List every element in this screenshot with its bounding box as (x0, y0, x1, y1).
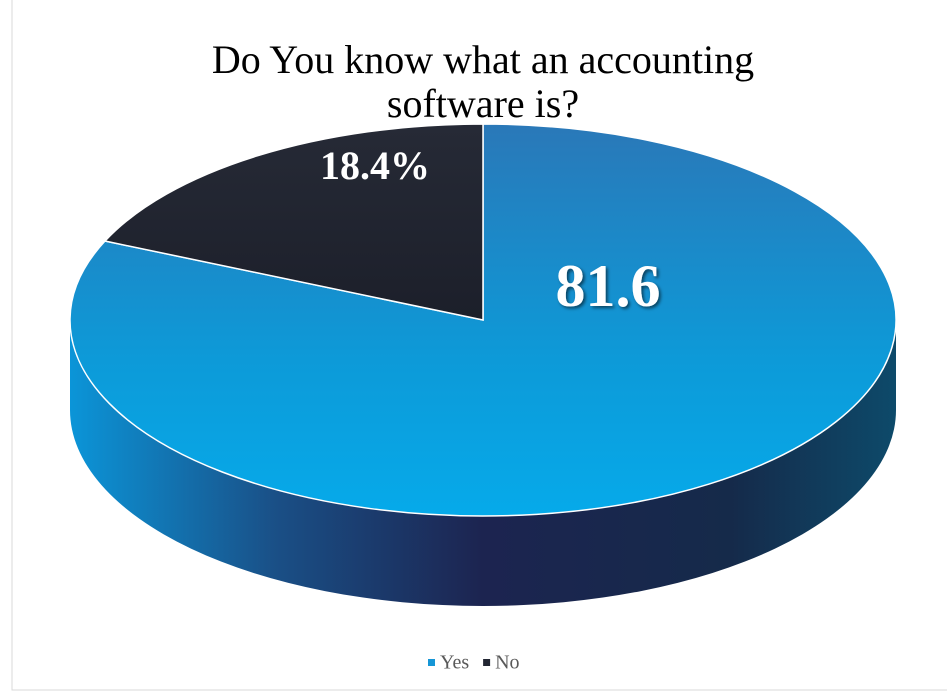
legend-swatch (483, 659, 491, 666)
data-label: 81.6 (556, 253, 661, 319)
legend-label: Yes (440, 652, 469, 674)
chart-border (11, 0, 947, 691)
pie-slice (103, 123, 484, 321)
legend-swatch (428, 659, 435, 666)
pie-side (70, 320, 896, 606)
data-label: 18.4% (320, 143, 430, 188)
legend-label: No (495, 652, 519, 674)
chart-title: Do You know what an accounting software … (211, 37, 755, 126)
